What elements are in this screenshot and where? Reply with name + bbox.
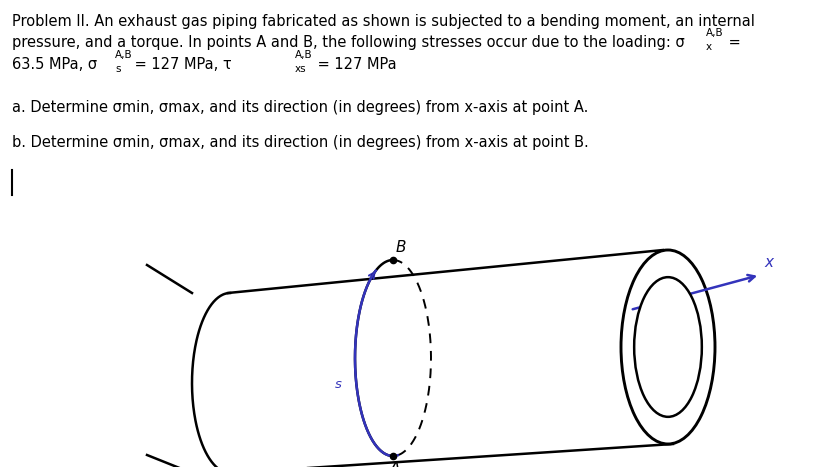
Text: A,B: A,B [294, 50, 313, 60]
Text: =: = [723, 35, 740, 50]
Text: x: x [763, 255, 772, 270]
Ellipse shape [633, 277, 701, 417]
Text: A,B: A,B [115, 50, 132, 60]
Text: A: A [390, 461, 399, 467]
Text: s: s [335, 378, 342, 391]
Ellipse shape [620, 250, 715, 444]
Text: b. Determine σmin, σmax, and its direction (in degrees) from x-axis at point B.: b. Determine σmin, σmax, and its directi… [12, 135, 588, 150]
Text: = 127 MPa, τ: = 127 MPa, τ [130, 57, 232, 72]
Text: B: B [395, 240, 406, 255]
Text: a. Determine σmin, σmax, and its direction (in degrees) from x-axis at point A.: a. Determine σmin, σmax, and its directi… [12, 100, 588, 115]
Text: Problem II. An exhaust gas piping fabricated as shown is subjected to a bending : Problem II. An exhaust gas piping fabric… [12, 14, 754, 29]
Text: pressure, and a torque. In points A and B, the following stresses occur due to t: pressure, and a torque. In points A and … [12, 35, 684, 50]
Text: x: x [705, 42, 711, 52]
Text: 63.5 MPa, σ: 63.5 MPa, σ [12, 57, 97, 72]
Text: xs: xs [294, 64, 306, 74]
Text: A,B: A,B [705, 28, 723, 38]
Text: = 127 MPa: = 127 MPa [313, 57, 396, 72]
Text: s: s [115, 64, 121, 74]
